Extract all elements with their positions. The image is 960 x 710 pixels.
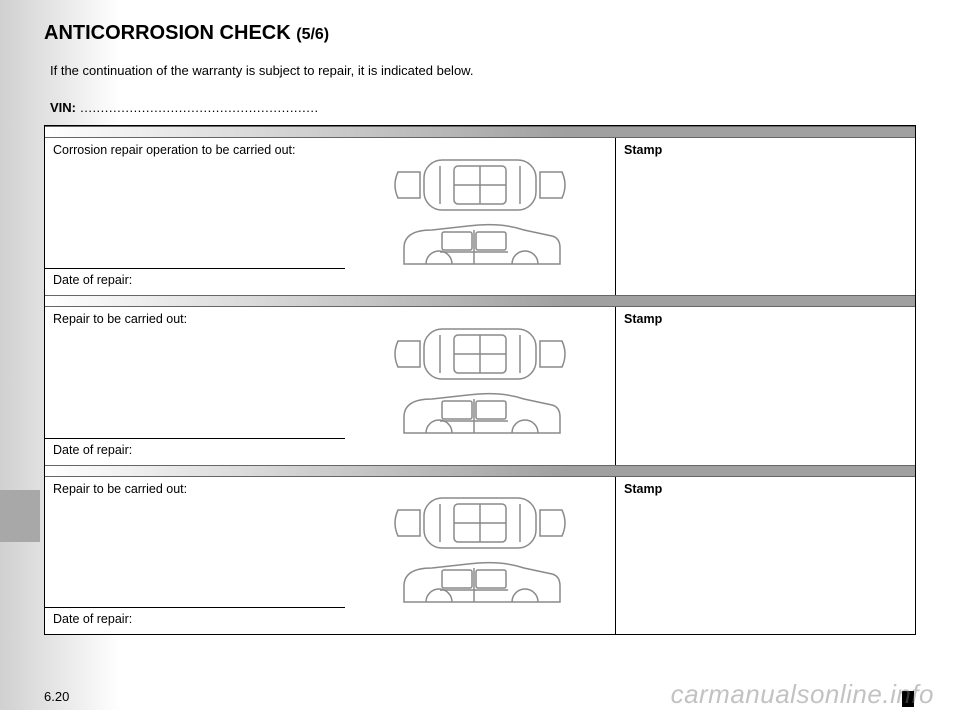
car-diagram-icon xyxy=(380,321,580,451)
date-cell: Date of repair: xyxy=(45,439,345,465)
record-row: Repair to be carried out: Date of repair… xyxy=(45,477,915,634)
stamp-cell: Stamp xyxy=(615,138,915,295)
section-separator xyxy=(45,465,915,477)
title-text: ANTICORROSION CHECK xyxy=(44,22,291,44)
record-row: Repair to be carried out: Date of repair… xyxy=(45,307,915,464)
page-corner-icon xyxy=(902,691,914,707)
date-cell: Date of repair: xyxy=(45,269,345,295)
diagram-cell xyxy=(345,477,615,634)
page-title: ANTICORROSION CHECK (5/6) xyxy=(44,22,916,45)
record-row: Corrosion repair operation to be carried… xyxy=(45,138,915,295)
vin-dots: ........................................… xyxy=(76,100,319,115)
record-section: Corrosion repair operation to be carried… xyxy=(45,126,915,295)
date-cell: Date of repair: xyxy=(45,608,345,634)
operation-cell: Repair to be carried out: xyxy=(45,307,345,438)
thumb-tab xyxy=(0,490,40,542)
left-column: Repair to be carried out: Date of repair… xyxy=(45,307,345,464)
record-section: Repair to be carried out: Date of repair… xyxy=(45,295,915,464)
page-number: 6.20 xyxy=(44,689,69,704)
section-separator xyxy=(45,295,915,307)
left-column: Corrosion repair operation to be carried… xyxy=(45,138,345,295)
record-section: Repair to be carried out: Date of repair… xyxy=(45,465,915,634)
stamp-cell: Stamp xyxy=(615,307,915,464)
vin-line: VIN: ...................................… xyxy=(44,100,916,115)
watermark-text: carmanualsonline.info xyxy=(671,679,934,710)
intro-text: If the continuation of the warranty is s… xyxy=(44,63,916,78)
car-diagram-icon xyxy=(380,490,580,620)
section-separator xyxy=(45,126,915,138)
diagram-cell xyxy=(345,307,615,464)
car-diagram-icon xyxy=(380,152,580,282)
records-table: Corrosion repair operation to be carried… xyxy=(44,125,916,635)
vin-label: VIN: xyxy=(50,100,76,115)
title-counter: (5/6) xyxy=(296,26,329,43)
diagram-cell xyxy=(345,138,615,295)
stamp-cell: Stamp xyxy=(615,477,915,634)
left-column: Repair to be carried out: Date of repair… xyxy=(45,477,345,634)
operation-cell: Repair to be carried out: xyxy=(45,477,345,608)
operation-cell: Corrosion repair operation to be carried… xyxy=(45,138,345,269)
